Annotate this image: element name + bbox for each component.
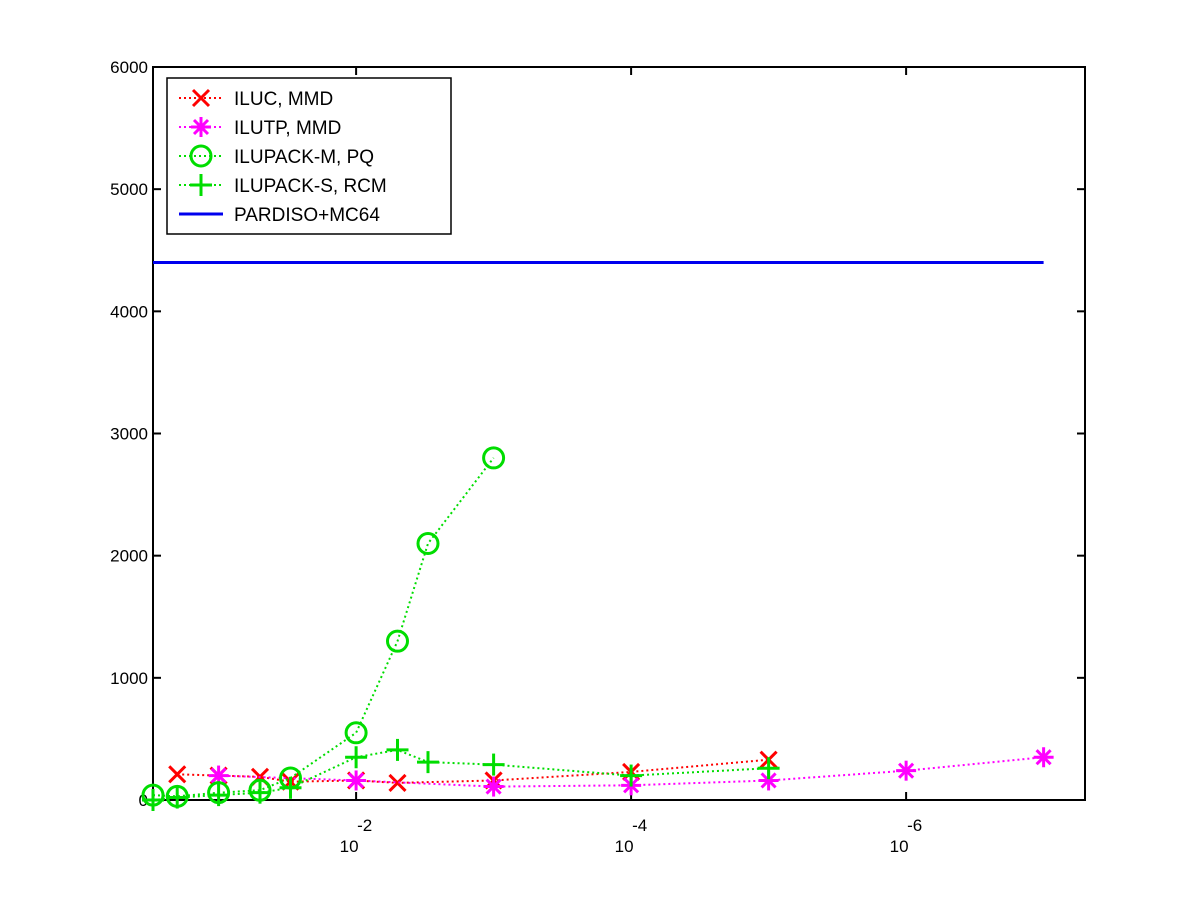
legend-label: ILUC, MMD xyxy=(234,89,333,110)
data-point xyxy=(168,765,187,784)
y-axis-ticks: 0100020003000400050006000 xyxy=(110,58,1085,810)
x-axis-ticks: 10 -2 10 -4 10 -6 xyxy=(340,67,922,856)
legend-marker xyxy=(191,117,211,137)
legend-marker xyxy=(191,88,211,108)
y-tick-label: 5000 xyxy=(110,180,148,199)
series-line xyxy=(152,457,495,798)
data-point xyxy=(166,786,189,809)
data-point xyxy=(346,770,367,791)
data-point xyxy=(896,760,917,781)
data-point xyxy=(417,751,440,774)
data-point xyxy=(386,738,409,761)
data-point xyxy=(385,629,409,653)
data-point xyxy=(620,764,643,787)
y-tick-label: 1000 xyxy=(110,669,148,688)
series-ilupack-s-rcm xyxy=(142,738,780,811)
series-ilupack-m-pq xyxy=(141,446,506,808)
data-point xyxy=(1033,747,1054,768)
legend-entry-ilutp-mmd: ILUTP, MMD xyxy=(179,117,341,139)
y-tick-label: 3000 xyxy=(110,425,148,444)
x-tick-base: 10 xyxy=(890,837,909,856)
legend-label: ILUPACK-M, PQ xyxy=(234,147,374,168)
y-tick-label: 2000 xyxy=(110,547,148,566)
x-tick-base: 10 xyxy=(340,837,359,856)
legend-entry-ilupack-s-rcm: ILUPACK-S, RCM xyxy=(179,174,387,197)
x-tick-base: 10 xyxy=(615,837,634,856)
data-point xyxy=(279,776,302,799)
legend-entry-iluc-mmd: ILUC, MMD xyxy=(179,88,333,110)
data-point xyxy=(416,531,440,555)
y-tick-label: 6000 xyxy=(110,58,148,77)
x-tick-exponent: -6 xyxy=(907,816,922,835)
series-line xyxy=(177,758,769,784)
data-point xyxy=(757,757,780,780)
legend-label: PARDISO+MC64 xyxy=(234,205,380,226)
data-point xyxy=(207,784,230,807)
legend-entry-pardiso-mc64: PARDISO+MC64 xyxy=(179,205,380,226)
y-tick-label: 4000 xyxy=(110,302,148,321)
data-point xyxy=(344,721,368,745)
legend-label: ILUPACK-S, RCM xyxy=(234,176,387,197)
data-point xyxy=(482,446,506,470)
data-point xyxy=(482,753,505,776)
x-tick-exponent: -4 xyxy=(632,816,647,835)
legend: ILUC, MMD ILUTP, MMD ILUPACK-M, PQ ILUPACK-… xyxy=(166,77,452,235)
data-point xyxy=(388,773,407,792)
legend-marker xyxy=(190,174,212,196)
data-point xyxy=(345,746,368,769)
plot-series xyxy=(141,261,1054,811)
series-line xyxy=(152,748,769,801)
legend-entry-ilupack-m-pq: ILUPACK-M, PQ xyxy=(179,144,374,168)
legend-marker xyxy=(189,144,213,168)
legend-label: ILUTP, MMD xyxy=(234,118,341,139)
data-point xyxy=(248,781,271,804)
data-point xyxy=(142,789,164,811)
data-point xyxy=(483,776,504,797)
x-tick-exponent: -2 xyxy=(357,816,372,835)
